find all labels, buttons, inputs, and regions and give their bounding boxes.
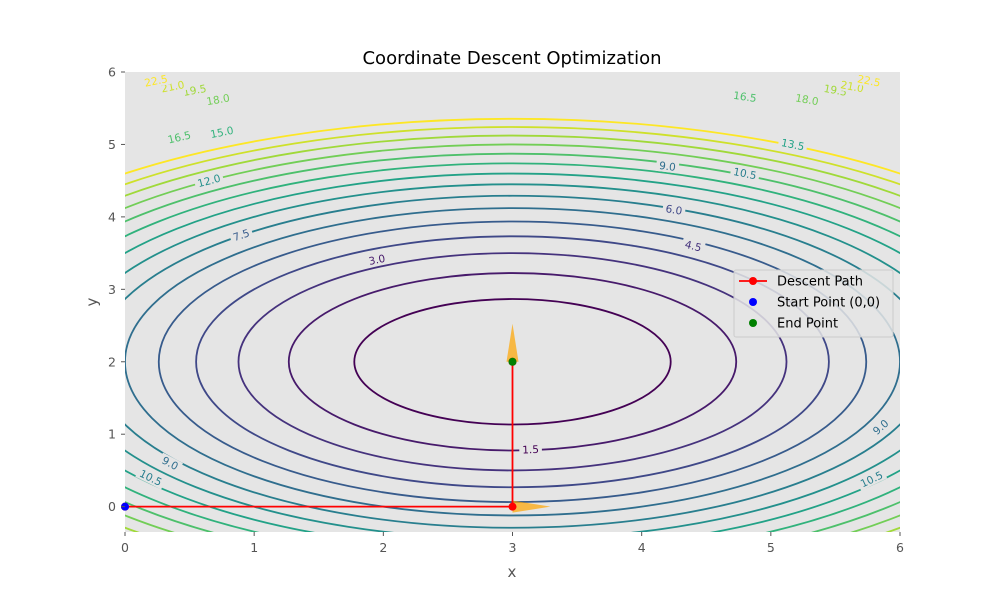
y-axis-label: y bbox=[83, 297, 101, 306]
contour-label: 3.0 bbox=[368, 253, 387, 268]
x-tick-label: 6 bbox=[896, 540, 904, 555]
contour-label-bg bbox=[364, 251, 390, 268]
end-point-marker bbox=[508, 357, 517, 366]
contour-label: 16.5 bbox=[167, 129, 193, 146]
contour-label: 7.5 bbox=[232, 227, 252, 244]
x-axis-ticks: 0 1 2 3 4 5 6 bbox=[121, 532, 904, 555]
legend-marker bbox=[749, 277, 757, 285]
contour-label-bg bbox=[729, 164, 761, 183]
contour-label-bg bbox=[661, 201, 687, 218]
legend-label: End Point bbox=[777, 317, 838, 332]
x-axis-label: x bbox=[508, 563, 517, 581]
chart-title: Coordinate Descent Optimization bbox=[362, 48, 661, 69]
x-tick-label: 5 bbox=[767, 540, 775, 555]
contour-label: 9.0 bbox=[658, 160, 676, 174]
contour-label-bg bbox=[853, 71, 885, 90]
legend-box bbox=[733, 269, 894, 338]
y-tick-label: 3 bbox=[108, 282, 116, 297]
x-tick-label: 1 bbox=[250, 540, 258, 555]
legend-label: Descent Path bbox=[777, 275, 863, 290]
contour-line bbox=[125, 172, 900, 532]
x-tick-label: 2 bbox=[379, 540, 387, 555]
contour-label-bg bbox=[856, 467, 888, 491]
legend-marker bbox=[749, 319, 757, 327]
contour-label-bg bbox=[868, 414, 894, 439]
y-tick-label: 4 bbox=[108, 209, 116, 224]
contour-label-bg bbox=[140, 71, 172, 90]
direction-arrow bbox=[512, 500, 551, 513]
x-tick-label: 4 bbox=[638, 540, 646, 555]
contour-label-bg bbox=[206, 123, 238, 141]
contour-label: 15.0 bbox=[209, 125, 234, 141]
contour-line bbox=[125, 126, 900, 186]
descent-path-point bbox=[508, 502, 517, 511]
contour-line bbox=[125, 117, 900, 175]
contour-label-bg bbox=[163, 128, 195, 147]
descent-path-layer bbox=[121, 357, 517, 511]
contour-label-bg bbox=[228, 225, 254, 245]
contour-label: 6.0 bbox=[665, 203, 683, 218]
direction-arrow bbox=[506, 323, 519, 362]
y-axis-ticks: 0 1 2 3 4 5 6 bbox=[108, 65, 125, 514]
contour-label-bg bbox=[519, 443, 543, 456]
contour-label-bg bbox=[791, 91, 823, 108]
contour-label-bg bbox=[135, 465, 167, 490]
x-tick-label: 0 bbox=[121, 540, 129, 555]
contour-label: 18.0 bbox=[206, 92, 231, 108]
contour-label: 22.5 bbox=[856, 73, 881, 89]
contour-line bbox=[125, 152, 900, 532]
contour-label: 18.0 bbox=[794, 92, 819, 108]
y-tick-label: 0 bbox=[108, 499, 116, 514]
contour-label: 16.5 bbox=[732, 90, 757, 105]
y-tick-label: 6 bbox=[108, 65, 116, 80]
legend-label: Start Point (0,0) bbox=[777, 296, 880, 311]
y-tick-label: 1 bbox=[108, 427, 116, 442]
contour-label-bg bbox=[193, 171, 225, 191]
contour-line bbox=[125, 207, 900, 517]
y-tick-label: 2 bbox=[108, 354, 116, 369]
contour-label: 1.5 bbox=[522, 444, 539, 457]
contour-label: 10.5 bbox=[732, 166, 757, 182]
contour-label-bg bbox=[729, 88, 761, 105]
contour-label-bg bbox=[655, 158, 680, 174]
x-tick-label: 3 bbox=[509, 540, 517, 555]
contour-label-bg bbox=[680, 237, 706, 255]
contour-line bbox=[125, 143, 900, 532]
contour-line bbox=[125, 194, 900, 529]
contour-label-bg bbox=[157, 452, 184, 474]
contour-label: 12.0 bbox=[196, 173, 222, 191]
legend-marker bbox=[749, 298, 757, 306]
contour-label-bg bbox=[777, 135, 809, 154]
contour-line bbox=[125, 134, 900, 532]
contour-label: 13.5 bbox=[780, 137, 805, 153]
y-tick-label: 5 bbox=[108, 137, 116, 152]
contour-line bbox=[125, 183, 900, 532]
direction-arrows bbox=[506, 323, 551, 513]
contour-label: 19.5 bbox=[182, 83, 207, 99]
contour-label-bg bbox=[202, 91, 234, 108]
contour-line bbox=[125, 162, 900, 532]
contour-label: 22.5 bbox=[144, 73, 169, 89]
contour-label: 4.5 bbox=[684, 239, 703, 255]
legend: Descent Path Start Point (0,0) End Point bbox=[733, 269, 894, 338]
